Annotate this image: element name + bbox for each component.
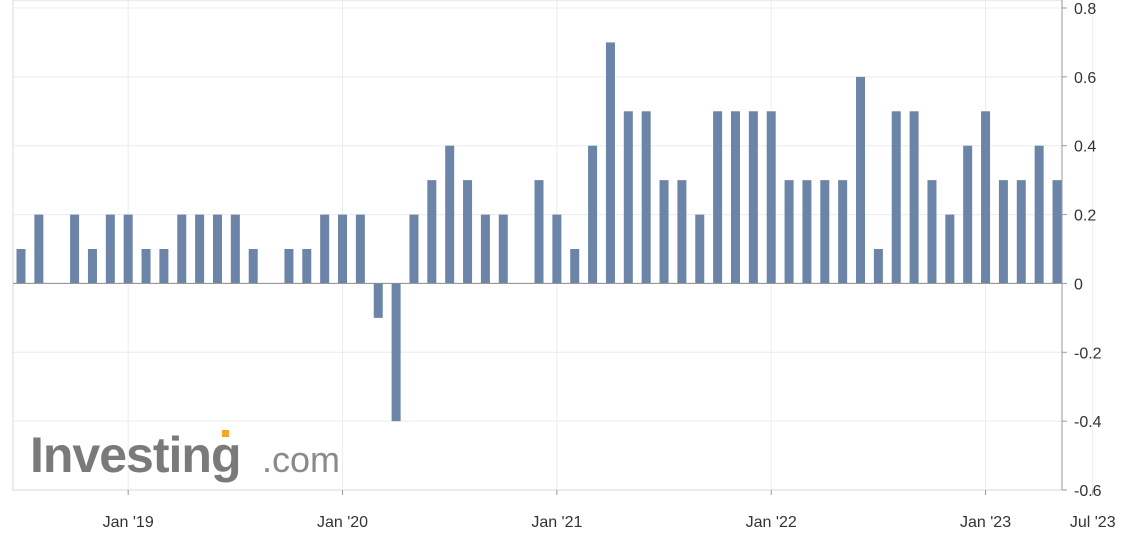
bars [16, 42, 1062, 422]
bar [177, 214, 187, 284]
bar [570, 249, 580, 284]
bar [909, 111, 919, 284]
bar [498, 214, 508, 284]
bar [320, 214, 330, 284]
bar [34, 214, 44, 284]
bar [302, 249, 312, 284]
bar [998, 180, 1008, 284]
bar [123, 214, 133, 284]
watermark-brand: Investing [30, 427, 240, 483]
bar [891, 111, 901, 284]
bar [588, 145, 598, 284]
bar [802, 180, 812, 284]
y-tick-label: -0.2 [1074, 345, 1102, 362]
bar [16, 249, 26, 284]
x-tick-label: Jan '22 [746, 514, 797, 531]
bar [248, 249, 258, 284]
bar [105, 214, 115, 284]
bar [70, 214, 80, 284]
watermark-accent-mark [222, 430, 229, 437]
bar [141, 249, 151, 284]
x-tick-label: Jan '21 [531, 514, 582, 531]
axes [12, 0, 1094, 495]
bar [784, 180, 794, 284]
watermark-suffix: .com [262, 439, 340, 480]
y-tick-label: -0.6 [1074, 483, 1102, 500]
bar [1052, 180, 1062, 284]
y-tick-label: 0.6 [1074, 70, 1096, 87]
bar [534, 180, 544, 284]
bar [373, 283, 383, 318]
y-tick-label: 0 [1074, 276, 1083, 293]
bar [212, 214, 222, 284]
bar [87, 249, 97, 284]
bar [677, 180, 687, 284]
bar [480, 214, 490, 284]
bar [605, 42, 615, 284]
bar [1016, 180, 1026, 284]
x-tick-label: Jan '19 [103, 514, 154, 531]
bar [713, 111, 723, 284]
bar [427, 180, 437, 284]
bar [391, 283, 401, 422]
bar [641, 111, 651, 284]
tick-labels: 0.8 0.6 0.4 0.2 0 -0.2 -0.4 -0.6 Jan '19 Jan '20 J… [103, 1, 1116, 531]
bar [963, 145, 973, 284]
y-tick-label: 0.4 [1074, 139, 1096, 156]
bar [927, 180, 937, 284]
bar [766, 111, 776, 284]
bar [873, 249, 883, 284]
bar [981, 111, 991, 284]
bar [355, 214, 365, 284]
y-tick-label: -0.4 [1074, 414, 1102, 431]
watermark-logo: Investing .com [30, 427, 340, 483]
bar [409, 214, 419, 284]
bar [659, 180, 669, 284]
bar [730, 111, 740, 284]
x-tick-label: Jan '23 [960, 514, 1011, 531]
bar [552, 214, 562, 284]
y-tick-label: 0.2 [1074, 208, 1096, 225]
bar [284, 249, 294, 284]
bar [1034, 145, 1044, 284]
bar [195, 214, 205, 284]
x-tick-label: Jul '23 [1070, 514, 1116, 531]
bar [748, 111, 758, 284]
bar [463, 180, 473, 284]
y-tick-label: 0.8 [1074, 1, 1096, 18]
bar [338, 214, 348, 284]
bar [945, 214, 955, 284]
bar [856, 76, 866, 284]
bar [695, 214, 705, 284]
x-tick-label: Jan '20 [317, 514, 368, 531]
bar [820, 180, 830, 284]
bar [623, 111, 633, 284]
bar [230, 214, 240, 284]
gridlines [13, 0, 1094, 491]
bar [445, 145, 455, 284]
bar [159, 249, 169, 284]
bar [838, 180, 848, 284]
